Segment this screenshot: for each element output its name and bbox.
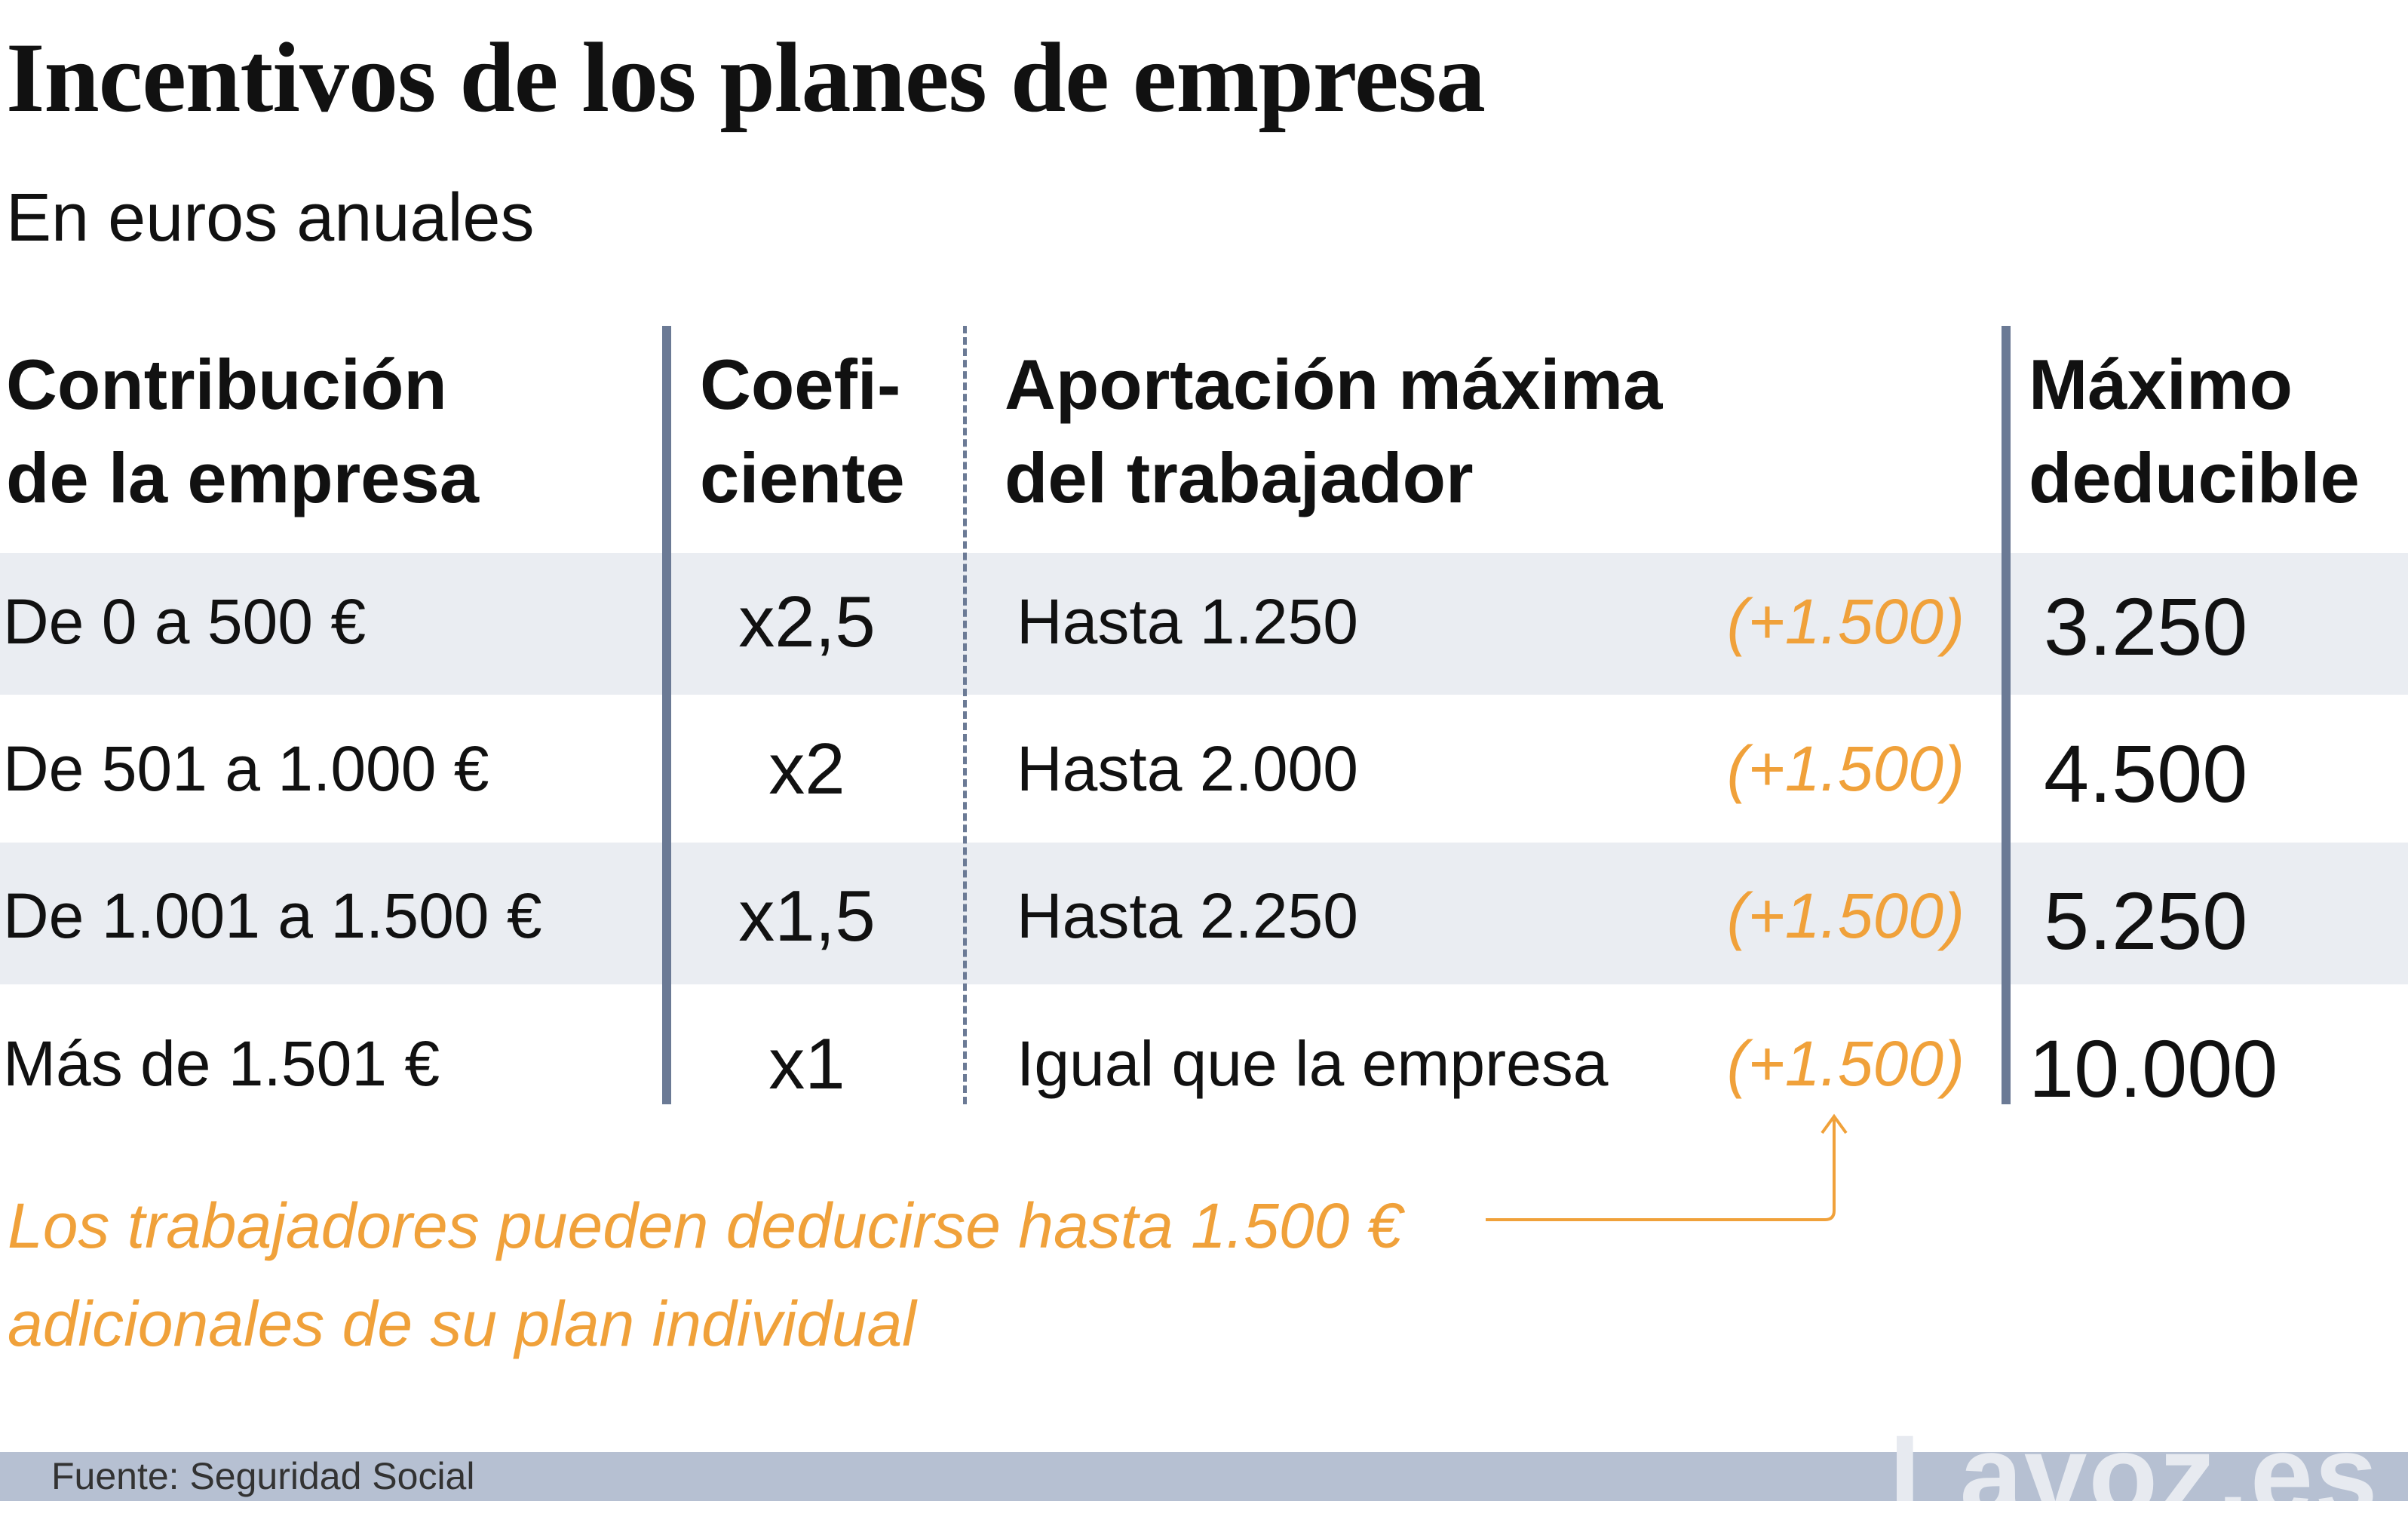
cell-aportacion-1: Hasta 1.250 xyxy=(1017,586,1358,657)
annotation-note: Los trabajadores pueden deducirse hasta … xyxy=(8,1190,1403,1359)
cell-aportacion-2: Hasta 2.000 xyxy=(1017,733,1358,804)
cell-maximo-3: 5.250 xyxy=(2044,875,2248,966)
cell-aportacion-4: Igual que la empresa xyxy=(1017,1028,1609,1099)
chart-title: Incentivos de los planes de empresa xyxy=(6,22,1486,133)
header-aportacion-line2: del trabajador xyxy=(1005,438,1474,517)
header-coeficiente-line2: ciente xyxy=(700,438,905,517)
header-contribucion: Contribución de la empresa xyxy=(6,338,479,525)
column-divider-1 xyxy=(662,326,671,1104)
header-maximo: Máximo deducible xyxy=(2029,338,2360,525)
header-coeficiente: Coefi- ciente xyxy=(700,338,905,525)
cell-maximo-4: 10.000 xyxy=(2029,1023,2278,1114)
cell-contribucion-4: Más de 1.501 € xyxy=(3,1028,440,1099)
cell-coeficiente-1: x2,5 xyxy=(738,582,876,662)
header-aportacion: Aportación máxima del trabajador xyxy=(1005,338,1662,525)
header-contribucion-line2: de la empresa xyxy=(6,438,480,517)
cell-coeficiente-2: x2 xyxy=(768,729,845,809)
header-coeficiente-line1: Coefi- xyxy=(700,345,901,424)
header-aportacion-line1: Aportación máxima xyxy=(1005,345,1663,424)
cell-coeficiente-3: x1,5 xyxy=(738,876,876,956)
cell-maximo-1: 3.250 xyxy=(2044,581,2248,672)
cell-contribucion-3: De 1.001 a 1.500 € xyxy=(3,880,542,951)
cell-extra-4: (+1.500) xyxy=(1726,1028,1965,1099)
cell-contribucion-1: De 0 a 500 € xyxy=(3,586,367,657)
cell-extra-3: (+1.500) xyxy=(1726,880,1965,951)
header-maximo-line1: Máximo xyxy=(2029,345,2293,424)
cell-coeficiente-4: x1 xyxy=(768,1024,845,1104)
brand-logo: Lavoz.es xyxy=(1889,1418,2379,1501)
cell-contribucion-2: De 501 a 1.000 € xyxy=(3,733,489,804)
header-contribucion-line1: Contribución xyxy=(6,345,447,424)
header-maximo-line2: deducible xyxy=(2029,438,2360,517)
annotation-arrow-icon xyxy=(1486,1113,1848,1221)
cell-extra-1: (+1.500) xyxy=(1726,586,1965,657)
cell-maximo-2: 4.500 xyxy=(2044,728,2248,819)
cell-aportacion-3: Hasta 2.250 xyxy=(1017,880,1358,951)
column-divider-dashed xyxy=(963,326,967,1104)
source-text: Fuente: Seguridad Social xyxy=(51,1455,475,1497)
column-divider-3 xyxy=(2002,326,2011,1104)
chart-subtitle: En euros anuales xyxy=(6,180,535,256)
footer-bar xyxy=(0,1452,2408,1501)
cell-extra-2: (+1.500) xyxy=(1726,733,1965,804)
